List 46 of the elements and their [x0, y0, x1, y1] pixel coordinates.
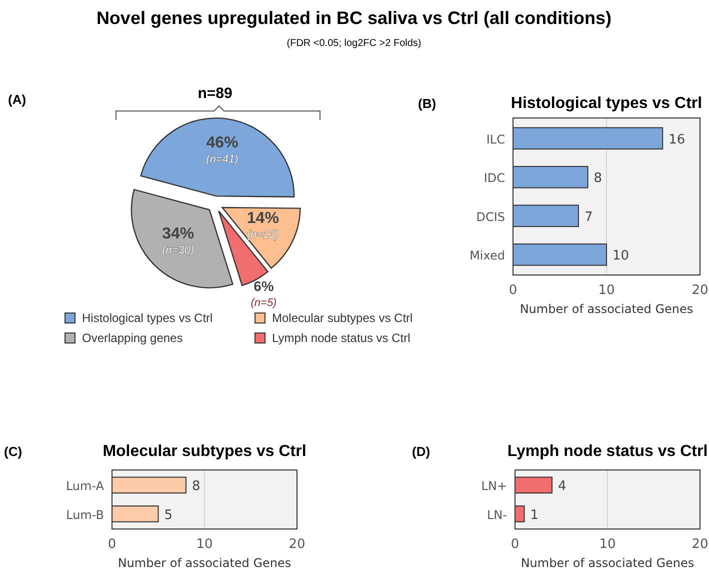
chart-title: Novel genes upregulated in BC saliva vs Ctrl (all conditions)	[96, 8, 612, 28]
chart-title: Molecular subtypes vs Ctrl	[102, 443, 306, 460]
legend-label: Overlapping genes	[82, 331, 183, 345]
data-label: 1	[530, 508, 539, 523]
text: (B)	[418, 96, 436, 111]
legend-label: Molecular subtypes vs Ctrl	[272, 311, 413, 325]
x-axis-title: Number of associated Genes	[520, 556, 694, 570]
data-label: 8	[594, 171, 602, 186]
x-axis-title: Number of associated Genes	[118, 556, 292, 570]
data-label: 6% (n=5)	[250, 278, 278, 309]
y-tick-label: Lum-B	[66, 508, 104, 522]
legend-label: Lymph node status vs Ctrl	[272, 331, 410, 345]
y-tick-label: LN+	[481, 479, 507, 494]
x-tick-label: 20	[692, 537, 708, 552]
chart-subtitle: (FDR <0.05; log2FC >2 Folds)	[286, 38, 422, 49]
x-tick-label: 0	[510, 537, 520, 552]
x-tick-label: 20	[288, 537, 306, 552]
x-tick-label: 0	[508, 283, 518, 298]
text: n=89	[198, 85, 232, 102]
data-label: 5	[164, 508, 173, 523]
data-label: 10	[612, 248, 630, 264]
y-tick-label: Mixed	[470, 248, 505, 263]
y-tick-label: Lum-A	[66, 479, 105, 494]
chart-title: Lymph node status vs Ctrl	[507, 443, 708, 460]
x-tick-label: 20	[692, 283, 708, 298]
y-tick-label: IDC	[484, 171, 505, 186]
data-label: 14% (n=13)	[246, 210, 280, 242]
x-tick-label: 0	[108, 537, 116, 552]
x-tick-label: 10	[196, 537, 213, 552]
data-label: 8	[192, 479, 200, 494]
data-label: 16	[668, 132, 686, 148]
chart-title: Histological types vs Ctrl	[510, 95, 702, 112]
x-axis-title: Number of associated Genes	[520, 302, 694, 316]
x-tick-label: 10	[598, 283, 615, 298]
y-tick-label: DCIS	[476, 210, 505, 224]
text: (C)	[4, 444, 22, 459]
y-tick-label: LN-	[487, 508, 507, 522]
y-tick-label: ILC	[486, 132, 505, 146]
text: (D)	[412, 444, 430, 459]
data-label: 46% (n=41)	[206, 134, 239, 166]
text: (A)	[8, 92, 26, 107]
legend-label: Histological types vs Ctrl	[82, 311, 213, 325]
data-label: 4	[558, 479, 566, 494]
data-label: 7	[584, 210, 593, 225]
data-label: 34% (n=30)	[162, 225, 195, 256]
x-tick-label: 10	[599, 537, 616, 552]
